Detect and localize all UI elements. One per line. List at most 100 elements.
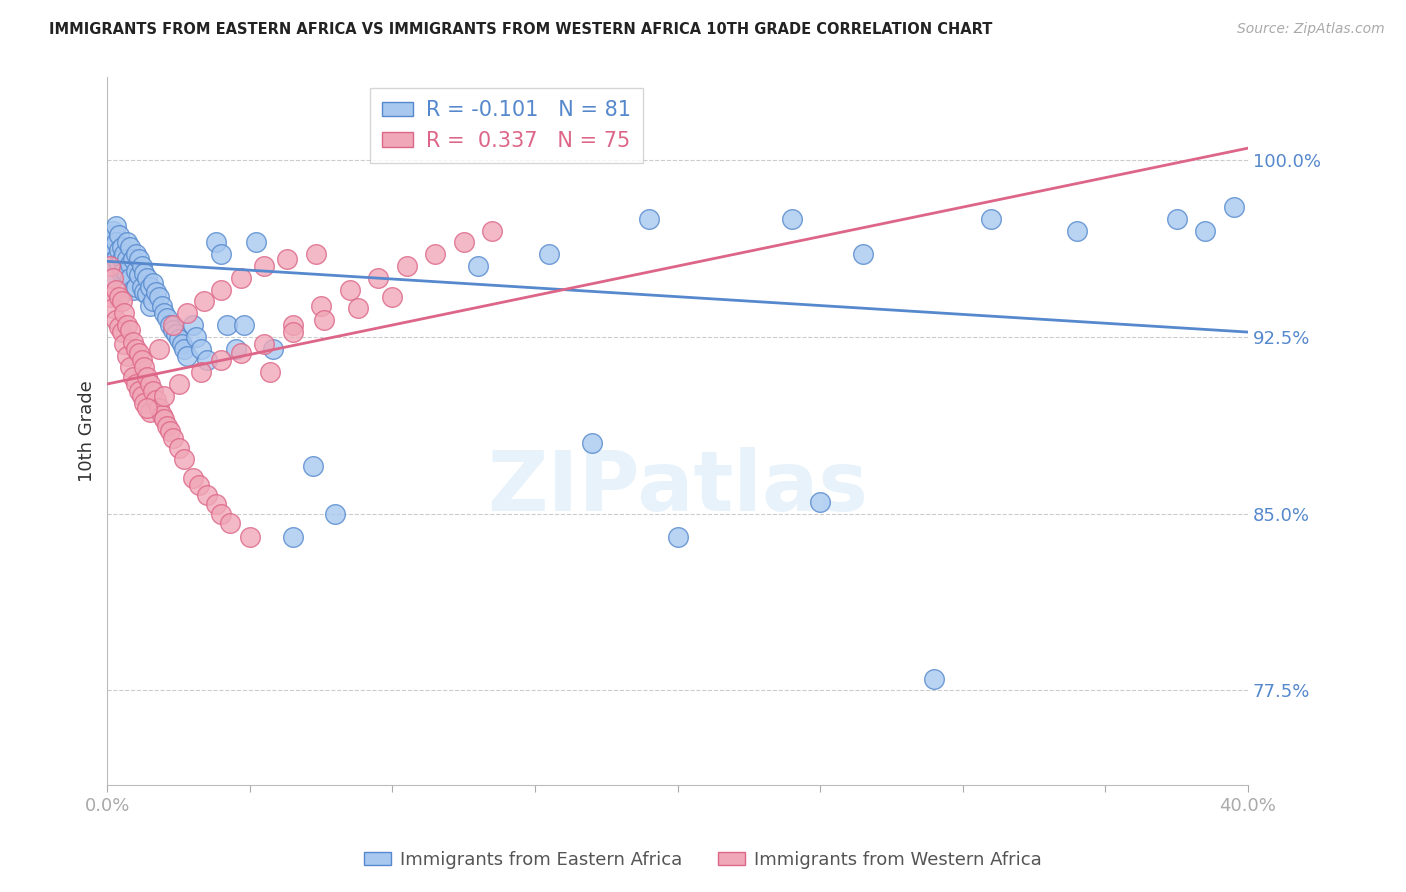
Point [104, 283, 127, 297]
Point [425, 247, 447, 261]
Point [339, 283, 361, 297]
Point [159, 424, 181, 438]
Point [104, 219, 127, 233]
Point [181, 471, 204, 485]
Point [153, 306, 176, 320]
Point [139, 299, 162, 313]
Point [101, 270, 124, 285]
Point [125, 280, 148, 294]
Point [125, 342, 148, 356]
Legend: Immigrants from Eastern Africa, Immigrants from Western Africa: Immigrants from Eastern Africa, Immigran… [357, 844, 1049, 876]
Point [1066, 224, 1088, 238]
Point [209, 247, 232, 261]
Point [453, 235, 475, 250]
Point [395, 259, 418, 273]
Point [259, 365, 281, 379]
Point [638, 211, 661, 226]
Point [111, 325, 134, 339]
Point [122, 252, 145, 266]
Point [217, 318, 239, 332]
Point [111, 252, 134, 266]
Point [304, 247, 326, 261]
Point [312, 313, 335, 327]
Point [117, 266, 139, 280]
Point [167, 376, 190, 391]
Point [538, 247, 561, 261]
Point [253, 259, 276, 273]
Point [190, 342, 212, 356]
Point [139, 405, 162, 419]
Point [209, 507, 232, 521]
Text: Source: ZipAtlas.com: Source: ZipAtlas.com [1237, 22, 1385, 37]
Point [136, 369, 159, 384]
Point [309, 299, 332, 313]
Y-axis label: 10th Grade: 10th Grade [79, 380, 96, 482]
Point [136, 270, 159, 285]
Point [136, 401, 159, 415]
Point [117, 235, 139, 250]
Point [153, 389, 176, 403]
Point [153, 412, 176, 426]
Point [156, 310, 179, 325]
Point [120, 240, 142, 254]
Point [195, 353, 218, 368]
Point [125, 376, 148, 391]
Point [120, 270, 142, 285]
Point [193, 294, 215, 309]
Point [167, 441, 190, 455]
Point [808, 495, 831, 509]
Point [128, 268, 150, 283]
Point [98, 259, 121, 273]
Point [245, 235, 267, 250]
Point [467, 259, 489, 273]
Point [107, 320, 129, 334]
Point [134, 360, 156, 375]
Point [181, 318, 204, 332]
Point [195, 488, 218, 502]
Point [122, 369, 145, 384]
Point [666, 530, 689, 544]
Point [165, 327, 187, 342]
Point [114, 306, 136, 320]
Point [187, 478, 209, 492]
Point [101, 254, 124, 268]
Point [104, 313, 127, 327]
Point [139, 376, 162, 391]
Point [107, 228, 129, 243]
Point [150, 408, 173, 422]
Point [1166, 211, 1188, 226]
Point [114, 336, 136, 351]
Point [148, 290, 170, 304]
Point [139, 280, 162, 294]
Point [142, 294, 165, 309]
Point [120, 257, 142, 271]
Point [367, 270, 389, 285]
Point [98, 290, 121, 304]
Point [145, 393, 167, 408]
Point [381, 290, 404, 304]
Point [114, 247, 136, 261]
Point [145, 285, 167, 299]
Point [173, 342, 195, 356]
Point [107, 290, 129, 304]
Point [104, 252, 127, 266]
Point [98, 247, 121, 261]
Point [225, 342, 247, 356]
Point [131, 280, 153, 294]
Point [281, 325, 304, 339]
Point [922, 672, 945, 686]
Point [231, 346, 253, 360]
Point [162, 431, 184, 445]
Point [581, 436, 603, 450]
Point [239, 530, 262, 544]
Point [233, 318, 256, 332]
Point [98, 228, 121, 243]
Point [128, 252, 150, 266]
Point [231, 270, 253, 285]
Point [120, 360, 142, 375]
Point [204, 497, 226, 511]
Point [219, 516, 242, 530]
Point [204, 235, 226, 250]
Text: IMMIGRANTS FROM EASTERN AFRICA VS IMMIGRANTS FROM WESTERN AFRICA 10TH GRADE CORR: IMMIGRANTS FROM EASTERN AFRICA VS IMMIGR… [49, 22, 993, 37]
Point [120, 323, 142, 337]
